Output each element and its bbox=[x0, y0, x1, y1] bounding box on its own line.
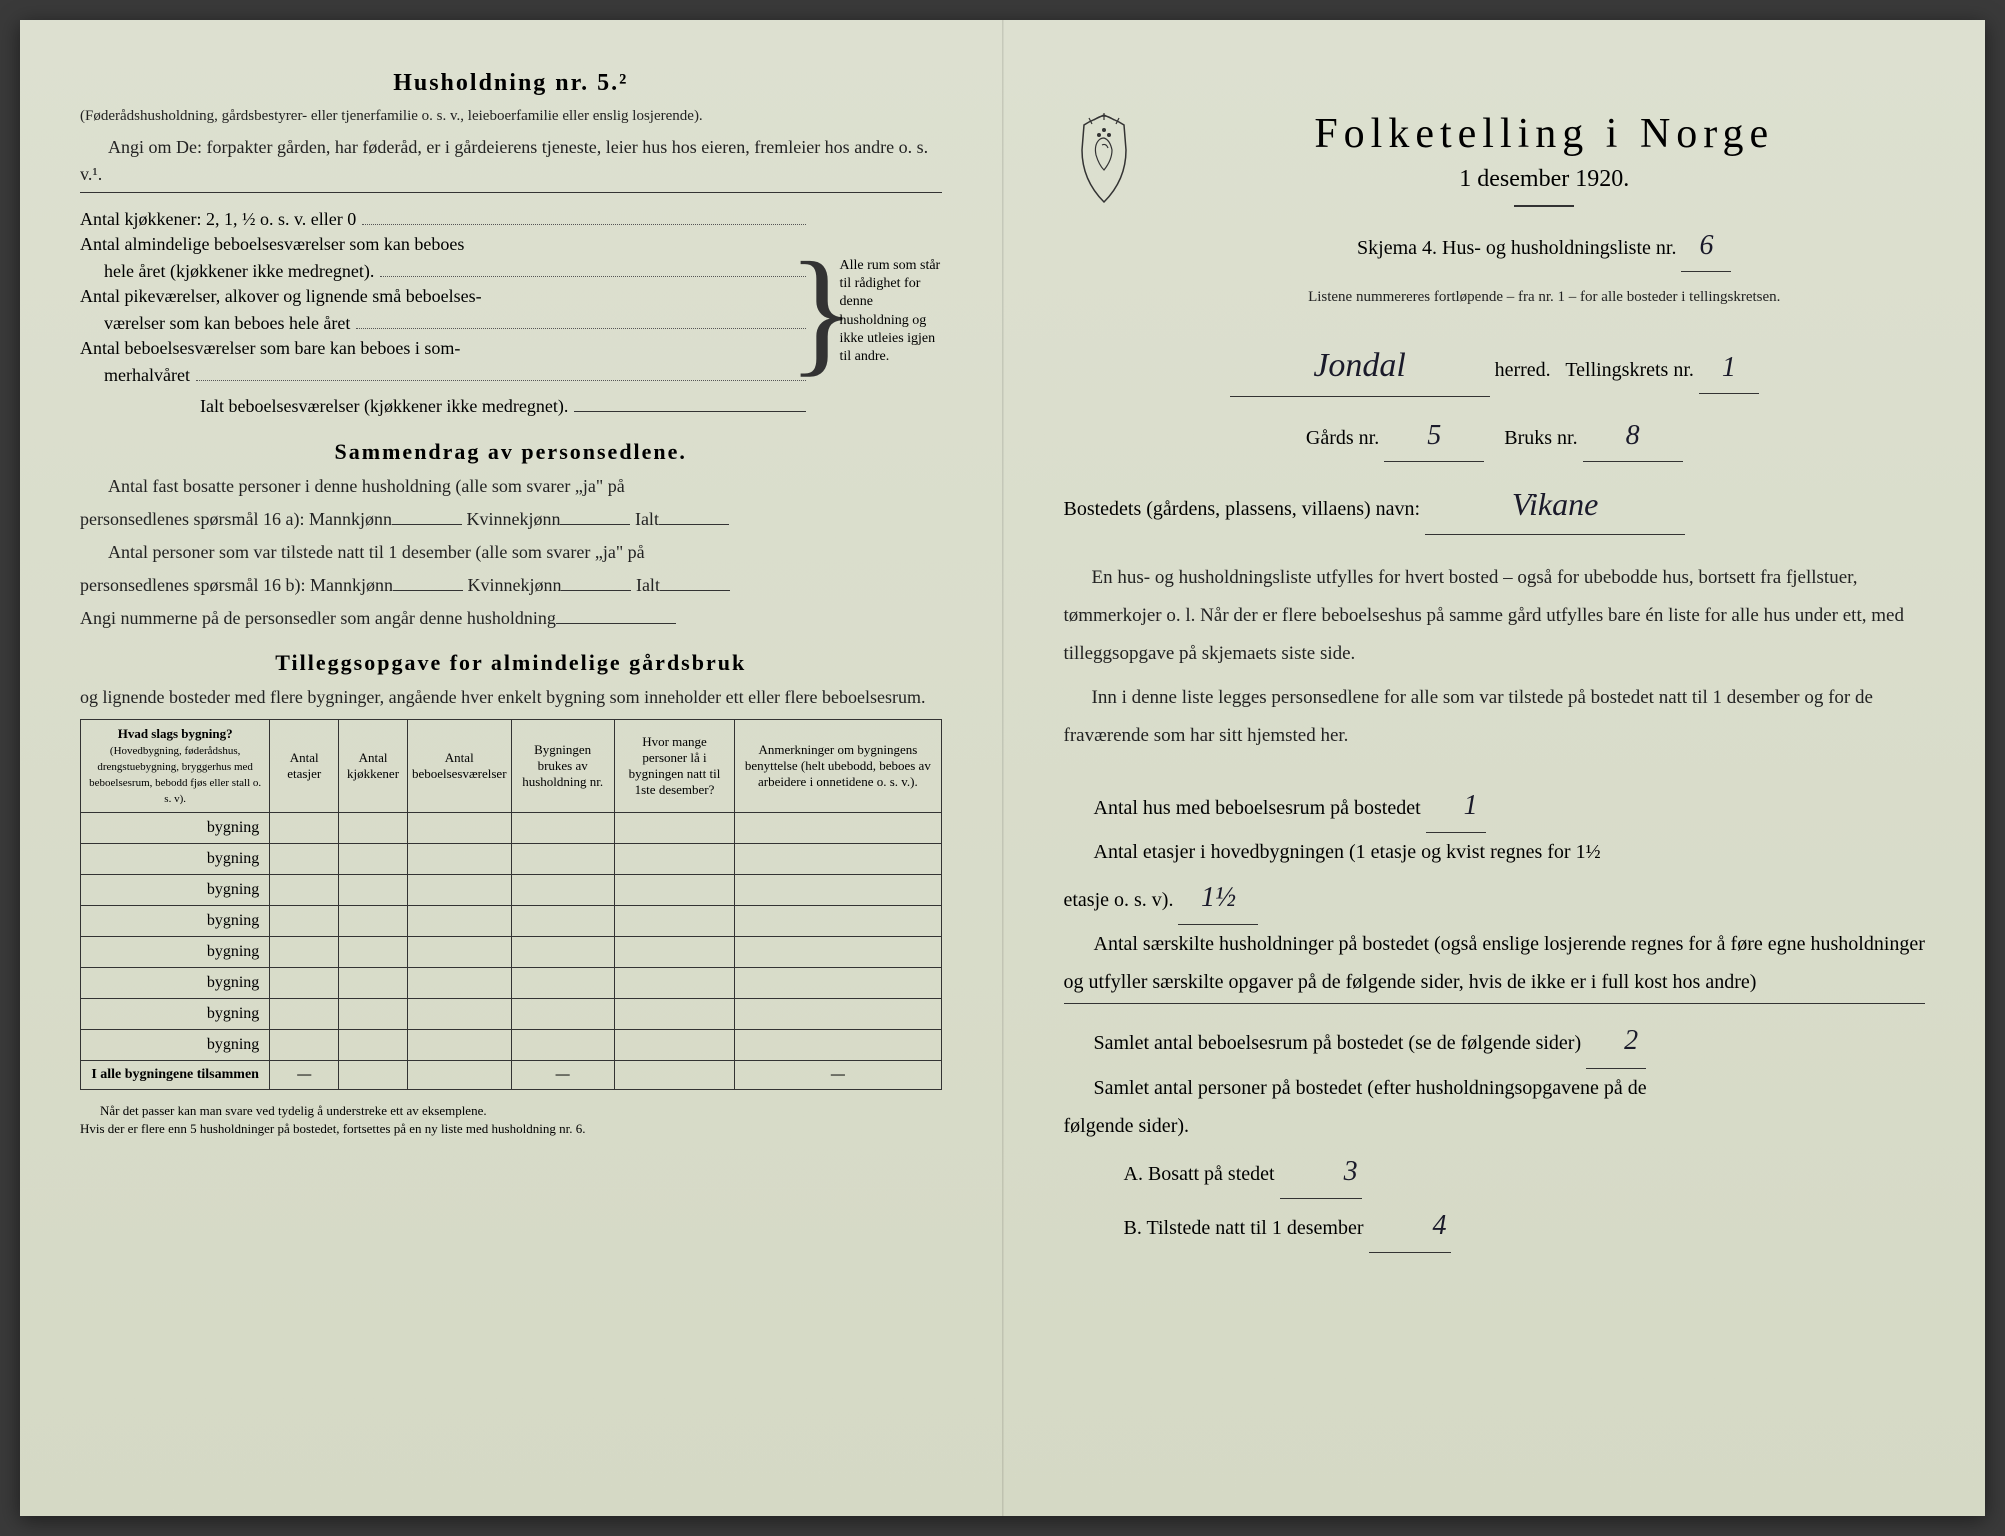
intro-1: (Føderådshusholdning, gårdsbestyrer- ell… bbox=[80, 105, 942, 128]
brace-note: Alle rum som står til rådighet for denne… bbox=[832, 203, 942, 421]
bruks-nr: 8 bbox=[1583, 411, 1683, 462]
table-row: bygning bbox=[81, 998, 270, 1029]
left-page: Husholdning nr. 5.² (Føderådshusholdning… bbox=[20, 20, 1003, 1516]
q-present: B. Tilstede natt til 1 desember 4 bbox=[1064, 1199, 1926, 1253]
list-note: Listene nummereres fortløpende – fra nr.… bbox=[1164, 286, 1926, 309]
table-row: bygning bbox=[81, 812, 270, 843]
rooms-kitchens: Antal kjøkkener: 2, 1, ½ o. s. v. eller … bbox=[80, 209, 356, 230]
q-resident: A. Bosatt på stedet 3 bbox=[1064, 1145, 1926, 1199]
rooms-summer-a: Antal beboelsesværelser som bare kan beb… bbox=[80, 338, 460, 359]
q-households: Antal særskilte husholdninger på bostede… bbox=[1064, 925, 1926, 1001]
table-row: bygning bbox=[81, 843, 270, 874]
summary-heading: Sammendrag av personsedlene. bbox=[80, 439, 942, 465]
col-kitchens: Antal kjøkkener bbox=[339, 719, 408, 812]
document-spread: Husholdning nr. 5.² (Føderådshusholdning… bbox=[20, 20, 1985, 1516]
tillegg-sub: og lignende bosteder med flere bygninger… bbox=[80, 684, 942, 711]
building-table: Hvad slags bygning? (Hovedbygning, føder… bbox=[80, 719, 942, 1090]
col-floors: Antal etasjer bbox=[270, 719, 339, 812]
summary-p2b: personsedlenes spørsmål 16 b): Mannkjønn… bbox=[80, 572, 942, 599]
main-title: Folketelling i Norge bbox=[1164, 110, 1926, 158]
rooms-total: Ialt beboelsesværelser (kjøkkener ikke m… bbox=[80, 396, 568, 417]
q-rooms-value: 2 bbox=[1586, 1014, 1646, 1068]
coat-of-arms-icon bbox=[1064, 110, 1144, 210]
skjema-nr: 6 bbox=[1681, 221, 1731, 272]
q-persons-b: følgende sider). bbox=[1064, 1107, 1926, 1145]
herred-line: Jondal herred. Tellingskrets nr. 1 bbox=[1064, 335, 1926, 397]
rooms-maid-a: Antal pikeværelser, alkover og lignende … bbox=[80, 286, 482, 307]
bosted-navn: Vikane bbox=[1425, 476, 1685, 535]
col-type-sub: (Hovedbygning, føderådshus, drengstuebyg… bbox=[89, 745, 261, 805]
title-rule bbox=[1514, 205, 1574, 207]
col-household: Bygningen brukes av husholdning nr. bbox=[511, 719, 614, 812]
footnote: Når det passer kan man svare ved tydelig… bbox=[80, 1102, 942, 1138]
table-row: bygning bbox=[81, 967, 270, 998]
summary-p1b: personsedlenes spørsmål 16 a): Mannkjønn… bbox=[80, 506, 942, 533]
census-date: 1 desember 1920. bbox=[1164, 166, 1926, 193]
rooms-ordinary-a: Antal almindelige beboelsesværelser som … bbox=[80, 234, 464, 255]
q-floors-value: 1½ bbox=[1178, 871, 1258, 925]
tillegg-heading: Tilleggsopgave for almindelige gårdsbruk bbox=[80, 650, 942, 676]
col-remarks: Anmerkninger om bygningens benyttelse (h… bbox=[735, 719, 941, 812]
col-type: Hvad slags bygning? bbox=[118, 726, 233, 741]
gards-line: Gårds nr. 5 Bruks nr. 8 bbox=[1064, 411, 1926, 462]
q-present-value: 4 bbox=[1369, 1199, 1451, 1253]
bosted-line: Bostedets (gårdens, plassens, villaens) … bbox=[1064, 476, 1926, 535]
krets-nr: 1 bbox=[1699, 343, 1759, 394]
brace-icon: } bbox=[812, 203, 832, 421]
q-floors: Antal etasjer i hovedbygningen (1 etasje… bbox=[1064, 833, 1926, 871]
rooms-summer-b: merhalvåret bbox=[80, 365, 190, 386]
right-page: Folketelling i Norge 1 desember 1920. Sk… bbox=[1003, 20, 1986, 1516]
intro-2: Angi om De: forpakter gården, har føderå… bbox=[80, 134, 942, 188]
q-rooms: Samlet antal beboelsesrum på bostedet (s… bbox=[1064, 1014, 1926, 1068]
building-rows: bygning bygning bygning bygning bygning … bbox=[81, 812, 942, 1089]
table-total: I alle bygningene tilsammen bbox=[81, 1060, 270, 1089]
rooms-ordinary-b: hele året (kjøkkener ikke medregnet). bbox=[80, 261, 374, 282]
table-row: bygning bbox=[81, 1029, 270, 1060]
q-persons: Samlet antal personer på bostedet (efter… bbox=[1064, 1069, 1926, 1107]
col-persons: Hvor mange personer lå i bygningen natt … bbox=[614, 719, 734, 812]
rooms-section: Antal kjøkkener: 2, 1, ½ o. s. v. eller … bbox=[80, 203, 942, 421]
para-2: Inn i denne liste legges personsedlene f… bbox=[1064, 679, 1926, 755]
gards-nr: 5 bbox=[1384, 411, 1484, 462]
table-row: bygning bbox=[81, 874, 270, 905]
summary-p1a: Antal fast bosatte personer i denne hush… bbox=[80, 473, 942, 500]
summary-p3: Angi nummerne på de personsedler som ang… bbox=[80, 605, 942, 632]
para-1: En hus- og husholdningsliste utfylles fo… bbox=[1064, 559, 1926, 673]
household-heading: Husholdning nr. 5.² bbox=[80, 70, 942, 97]
summary-p2a: Antal personer som var tilstede natt til… bbox=[80, 539, 942, 566]
q-resident-value: 3 bbox=[1280, 1145, 1362, 1199]
col-rooms: Antal beboelsesværelser bbox=[407, 719, 511, 812]
herred-value: Jondal bbox=[1230, 335, 1490, 397]
skjema-line: Skjema 4. Hus- og husholdningsliste nr. … bbox=[1164, 221, 1926, 272]
table-row: bygning bbox=[81, 936, 270, 967]
q-houses: Antal hus med beboelsesrum på bostedet 1 bbox=[1064, 779, 1926, 833]
q-houses-value: 1 bbox=[1426, 779, 1486, 833]
table-row: bygning bbox=[81, 905, 270, 936]
rooms-maid-b: værelser som kan beboes hele året bbox=[80, 313, 350, 334]
